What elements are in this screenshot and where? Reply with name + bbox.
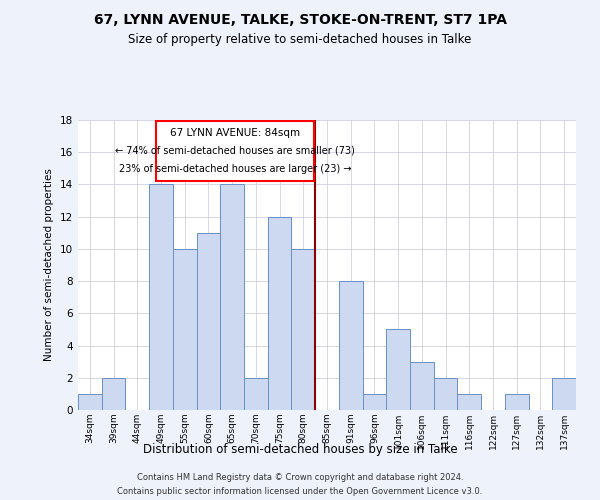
Text: Contains public sector information licensed under the Open Government Licence v3: Contains public sector information licen… [118,488,482,496]
Bar [244,378,268,410]
Bar [156,121,314,181]
Bar [197,233,220,410]
Y-axis label: Number of semi-detached properties: Number of semi-detached properties [44,168,55,362]
Text: Size of property relative to semi-detached houses in Talke: Size of property relative to semi-detach… [128,32,472,46]
Bar [339,281,362,410]
Bar [292,249,315,410]
Bar [457,394,481,410]
Bar [362,394,386,410]
Bar [220,184,244,410]
Bar [102,378,125,410]
Text: 23% of semi-detached houses are larger (23) →: 23% of semi-detached houses are larger (… [119,164,352,173]
Bar [173,249,197,410]
Bar [434,378,457,410]
Text: 67, LYNN AVENUE, TALKE, STOKE-ON-TRENT, ST7 1PA: 67, LYNN AVENUE, TALKE, STOKE-ON-TRENT, … [94,12,506,26]
Bar [268,216,292,410]
Bar [386,330,410,410]
Bar [149,184,173,410]
Bar [410,362,434,410]
Bar [552,378,576,410]
Text: 67 LYNN AVENUE: 84sqm: 67 LYNN AVENUE: 84sqm [170,128,300,138]
Text: ← 74% of semi-detached houses are smaller (73): ← 74% of semi-detached houses are smalle… [115,146,355,156]
Bar [505,394,529,410]
Text: Distribution of semi-detached houses by size in Talke: Distribution of semi-detached houses by … [143,442,457,456]
Bar [78,394,102,410]
Text: Contains HM Land Registry data © Crown copyright and database right 2024.: Contains HM Land Registry data © Crown c… [137,472,463,482]
